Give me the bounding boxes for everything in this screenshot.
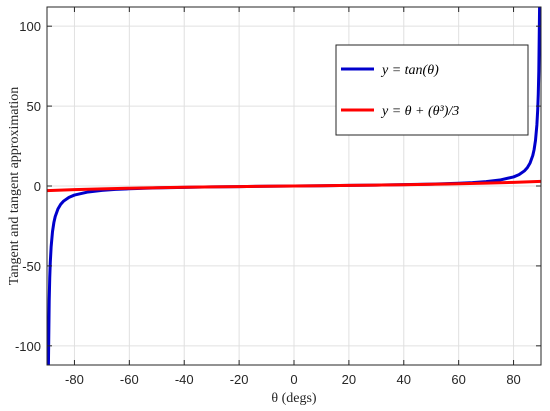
legend-box — [335, 44, 529, 136]
x-tick-label: 0 — [290, 372, 297, 387]
legend: y = tan(θ) y = θ + (θ³)/3 — [335, 44, 529, 136]
x-tick-label: 80 — [506, 372, 520, 387]
x-tick-label: 40 — [397, 372, 411, 387]
y-tick-label: -50 — [22, 259, 41, 274]
x-tick-label: -60 — [120, 372, 139, 387]
y-tick-label: -100 — [15, 339, 41, 354]
x-tick-label: -80 — [65, 372, 84, 387]
legend-label-approx: y = θ + (θ³)/3 — [380, 104, 459, 119]
y-tick-label: 50 — [27, 99, 41, 114]
y-axis-label: Tangent and tangent approximation — [7, 87, 22, 285]
x-tick-label: -40 — [175, 372, 194, 387]
x-axis-label: θ (degs) — [271, 391, 317, 406]
y-tick-label: 0 — [34, 179, 41, 194]
y-tick-label: 100 — [19, 19, 41, 34]
x-tick-label: 20 — [342, 372, 356, 387]
ticks: -80 -60 -40 -20 0 20 40 60 80 -100 -50 0 50 100 — [15, 7, 541, 387]
x-tick-label: -20 — [230, 372, 249, 387]
legend-label-tan: y = tan(θ) — [380, 63, 439, 78]
x-tick-label: 60 — [451, 372, 465, 387]
series-layer — [47, 7, 541, 365]
series-line-approx — [47, 179, 541, 193]
